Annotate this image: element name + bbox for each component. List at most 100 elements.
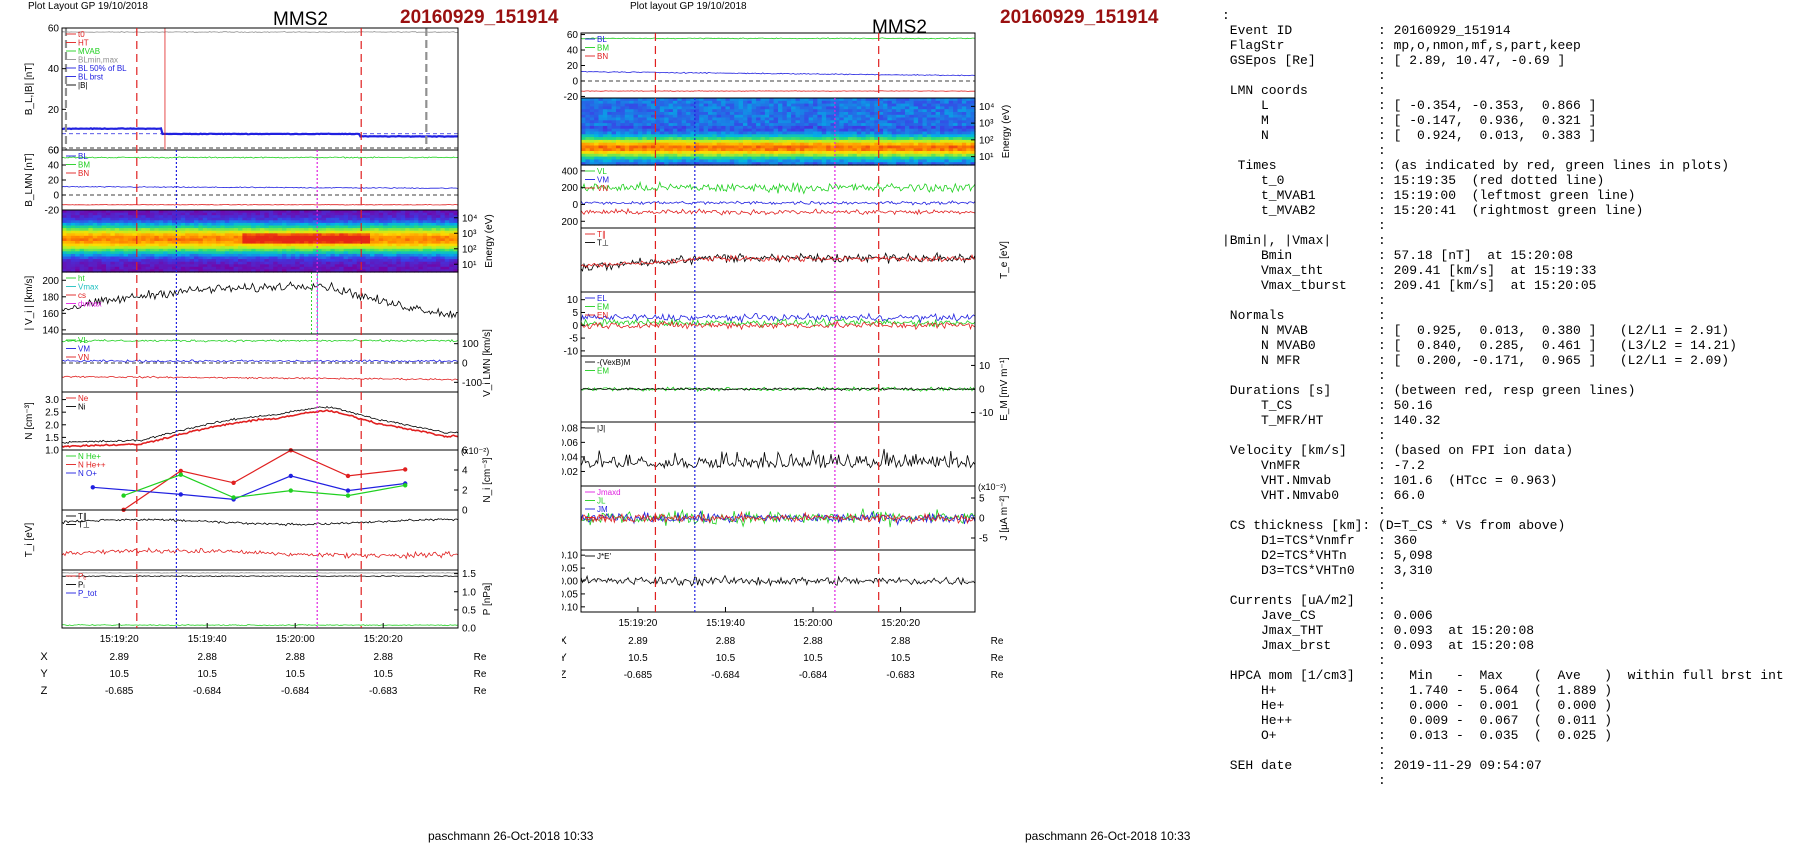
spectrogram-cell [900, 137, 906, 141]
spectrogram-cell [686, 109, 692, 113]
spectrogram-cell [431, 238, 437, 242]
spectrogram-cell [764, 109, 770, 113]
spectrogram-cell [264, 220, 270, 224]
spectrogram-cell [378, 241, 384, 245]
spectrogram-cell [106, 235, 111, 239]
spectrogram-cell [935, 128, 941, 133]
spectrogram-cell [167, 251, 173, 255]
spectrogram-cell [738, 103, 744, 107]
spectrogram-cell [88, 238, 94, 242]
spectrogram-cell [431, 233, 437, 237]
spectrogram-cell [321, 261, 327, 265]
spectrogram-cell [913, 162, 919, 166]
spectrogram-cell [330, 251, 336, 255]
spectrogram-cell [769, 162, 775, 166]
spectrogram-cell [374, 230, 380, 234]
spectrogram-cell [378, 235, 384, 239]
spectrogram-cell [931, 109, 937, 113]
spectrogram-cell [255, 246, 261, 250]
spectrogram-cell [887, 109, 893, 113]
spectrogram-cell [598, 103, 604, 107]
spectrogram-cell [246, 215, 252, 219]
spectrogram-cell [361, 225, 367, 229]
spectrogram-cell [861, 98, 867, 102]
panel-frame [61, 509, 459, 571]
spectrogram-cell [348, 217, 353, 221]
spectrogram-cell [751, 137, 757, 141]
spectrogram-cell [326, 212, 331, 216]
spectrogram-cell [729, 142, 735, 147]
spectrogram-cell [821, 139, 827, 144]
spectrogram-cell [114, 228, 120, 232]
spectrogram-cell [891, 151, 897, 155]
spectrogram-cell [922, 142, 928, 147]
spectrogram-cell [194, 228, 199, 232]
spectrogram-cell [343, 266, 349, 270]
spectrogram-cell [773, 117, 779, 121]
spectrogram-cell [848, 123, 853, 127]
spectrogram-cell [150, 251, 155, 255]
spectrogram-cell [633, 151, 639, 155]
spectrogram-cell [224, 233, 230, 237]
spectrogram-cell [136, 243, 142, 247]
spectrogram-cell [830, 134, 836, 138]
spectrogram-cell [343, 228, 349, 232]
spectrogram-cell [88, 230, 94, 234]
spectrogram-cell [405, 246, 411, 250]
y-tick-label: 1.0 [462, 587, 476, 598]
spectrogram-cell [273, 243, 279, 247]
spectrogram-cell [414, 215, 419, 219]
series-line [580, 387, 976, 392]
spectrogram-cell [677, 159, 683, 163]
spectrogram-cell [383, 248, 389, 252]
spectrogram-cell [940, 112, 945, 116]
spectrogram-cell [290, 248, 296, 252]
info-line: Velocity [km/s] : (based on FPI ion data… [1222, 443, 1574, 458]
info-line: Bmin : 57.18 [nT] at 15:20:08 [1222, 248, 1574, 263]
spectrogram-cell [708, 120, 713, 124]
spectrogram-cell [295, 241, 301, 245]
spectrogram-cell [944, 120, 950, 124]
spectrogram-cell [690, 114, 696, 119]
spectrogram-cell [436, 241, 441, 245]
y-tick-label: 0.0 [462, 624, 476, 635]
spectrogram-cell [238, 215, 243, 219]
series-line [61, 405, 459, 444]
spectrogram-cell [62, 228, 67, 232]
spectrogram-cell [874, 137, 880, 141]
spectrogram-cell [251, 215, 257, 219]
spectrogram-cell [440, 233, 446, 237]
spectrogram-cell [729, 117, 735, 121]
spectrogram-cell [392, 243, 397, 247]
spectrogram-cell [743, 142, 748, 147]
spectrogram-cell [431, 212, 437, 216]
spectrogram-cell [922, 117, 928, 121]
spectrogram-cell [646, 159, 652, 163]
spectrogram-cell [659, 106, 665, 110]
spectrogram-cell [75, 225, 81, 229]
spectrogram-cell [128, 220, 133, 224]
spectrogram-cell [585, 117, 591, 121]
spectrogram-cell [642, 162, 648, 166]
spectrogram-cell [738, 153, 744, 158]
spectrogram-cell [642, 134, 648, 138]
spectrogram-cell [944, 98, 950, 102]
spectrogram-cell [913, 145, 919, 149]
spectrogram-cell [436, 269, 441, 273]
spectrogram-cell [97, 238, 103, 242]
spectrogram-cell [136, 222, 142, 227]
spectrogram-cell [843, 117, 849, 121]
spectrogram-cell [75, 269, 81, 273]
spectrogram-cell [839, 106, 845, 110]
spectrogram-cell [869, 103, 875, 107]
spectrogram-cell [207, 228, 213, 232]
spectrogram-cell [852, 125, 858, 130]
spectrogram-cell [158, 235, 164, 239]
spectrogram-cell [106, 246, 111, 250]
spectrogram-cell [334, 238, 340, 242]
spectrogram-cell [778, 100, 783, 105]
spectrogram-cell [255, 241, 261, 245]
spectrogram-cell [681, 128, 687, 133]
spectrogram-cell [343, 253, 349, 258]
spectrogram-cell [334, 212, 340, 216]
